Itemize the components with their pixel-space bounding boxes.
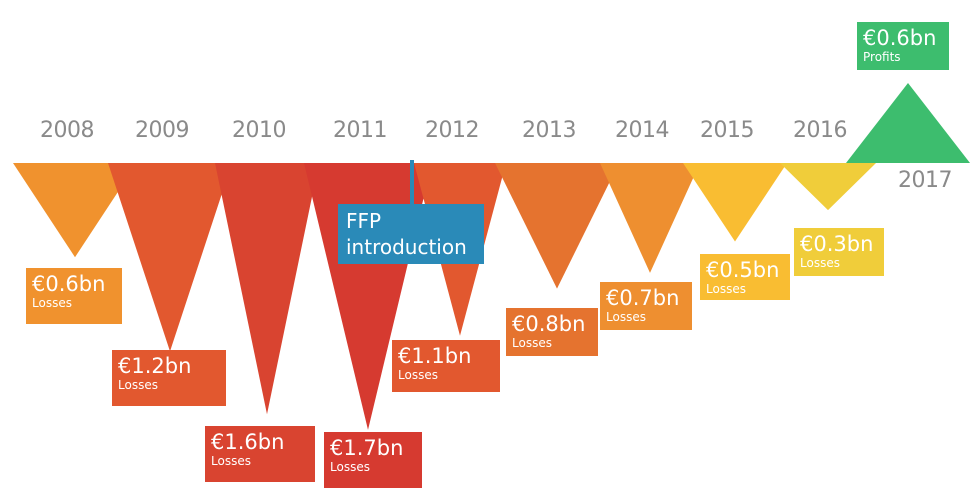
- kind-label-2010: Losses: [211, 454, 251, 468]
- kind-label-2009: Losses: [118, 378, 158, 392]
- value-box-2011: €1.7bn Losses: [324, 432, 422, 488]
- triangle-2010: [215, 163, 319, 415]
- triangle-2014: [600, 163, 700, 273]
- year-label-2009: 2009: [135, 118, 190, 143]
- triangle-2016: [780, 163, 876, 211]
- triangle-2009: [108, 163, 232, 352]
- ffp-marker-line: [410, 160, 414, 206]
- value-box-2015: €0.5bn Losses: [700, 254, 790, 300]
- triangle-2008: [13, 163, 137, 258]
- value-label-2015: €0.5bn: [706, 258, 780, 282]
- value-label-2016: €0.3bn: [800, 232, 874, 256]
- year-label-2008: 2008: [40, 118, 95, 143]
- year-label-2010: 2010: [232, 118, 287, 143]
- triangle-2017: [846, 83, 970, 163]
- ffp-annotation-line-1: FFP: [346, 209, 382, 233]
- value-box-2016: €0.3bn Losses: [794, 228, 884, 276]
- value-box-2010: €1.6bn Losses: [205, 426, 315, 482]
- value-label-2017: €0.6bn: [863, 26, 937, 50]
- value-box-2009: €1.2bn Losses: [112, 350, 226, 406]
- kind-label-2016: Losses: [800, 256, 840, 270]
- value-box-2014: €0.7bn Losses: [600, 282, 692, 330]
- kind-label-2017: Profits: [863, 50, 901, 64]
- value-label-2013: €0.8bn: [512, 312, 586, 336]
- value-box-2017: €0.6bn Profits: [857, 22, 949, 70]
- year-label-2017: 2017: [898, 168, 953, 193]
- kind-label-2014: Losses: [606, 310, 646, 324]
- value-label-2008: €0.6bn: [32, 272, 106, 296]
- triangle-2013: [495, 163, 619, 289]
- ffp-annotation-line-2: introduction: [346, 235, 467, 259]
- value-box-2008: €0.6bn Losses: [26, 268, 122, 324]
- value-box-2013: €0.8bn Losses: [506, 308, 598, 356]
- value-label-2014: €0.7bn: [606, 286, 680, 310]
- value-box-2012: €1.1bn Losses: [392, 340, 500, 392]
- kind-label-2015: Losses: [706, 282, 746, 296]
- year-label-2016: 2016: [793, 118, 848, 143]
- kind-label-2012: Losses: [398, 368, 438, 382]
- value-label-2012: €1.1bn: [398, 344, 472, 368]
- year-label-2015: 2015: [700, 118, 755, 143]
- year-label-2013: 2013: [522, 118, 577, 143]
- kind-label-2013: Losses: [512, 336, 552, 350]
- value-label-2009: €1.2bn: [118, 354, 192, 378]
- triangle-2015: [683, 163, 787, 242]
- kind-label-2008: Losses: [32, 296, 72, 310]
- kind-label-2011: Losses: [330, 460, 370, 474]
- value-label-2010: €1.6bn: [211, 430, 285, 454]
- year-label-2012: 2012: [425, 118, 480, 143]
- value-label-2011: €1.7bn: [330, 436, 404, 460]
- year-label-2014: 2014: [615, 118, 670, 143]
- ffp-annotation: FFP introduction: [338, 204, 484, 264]
- year-label-2011: 2011: [333, 118, 388, 143]
